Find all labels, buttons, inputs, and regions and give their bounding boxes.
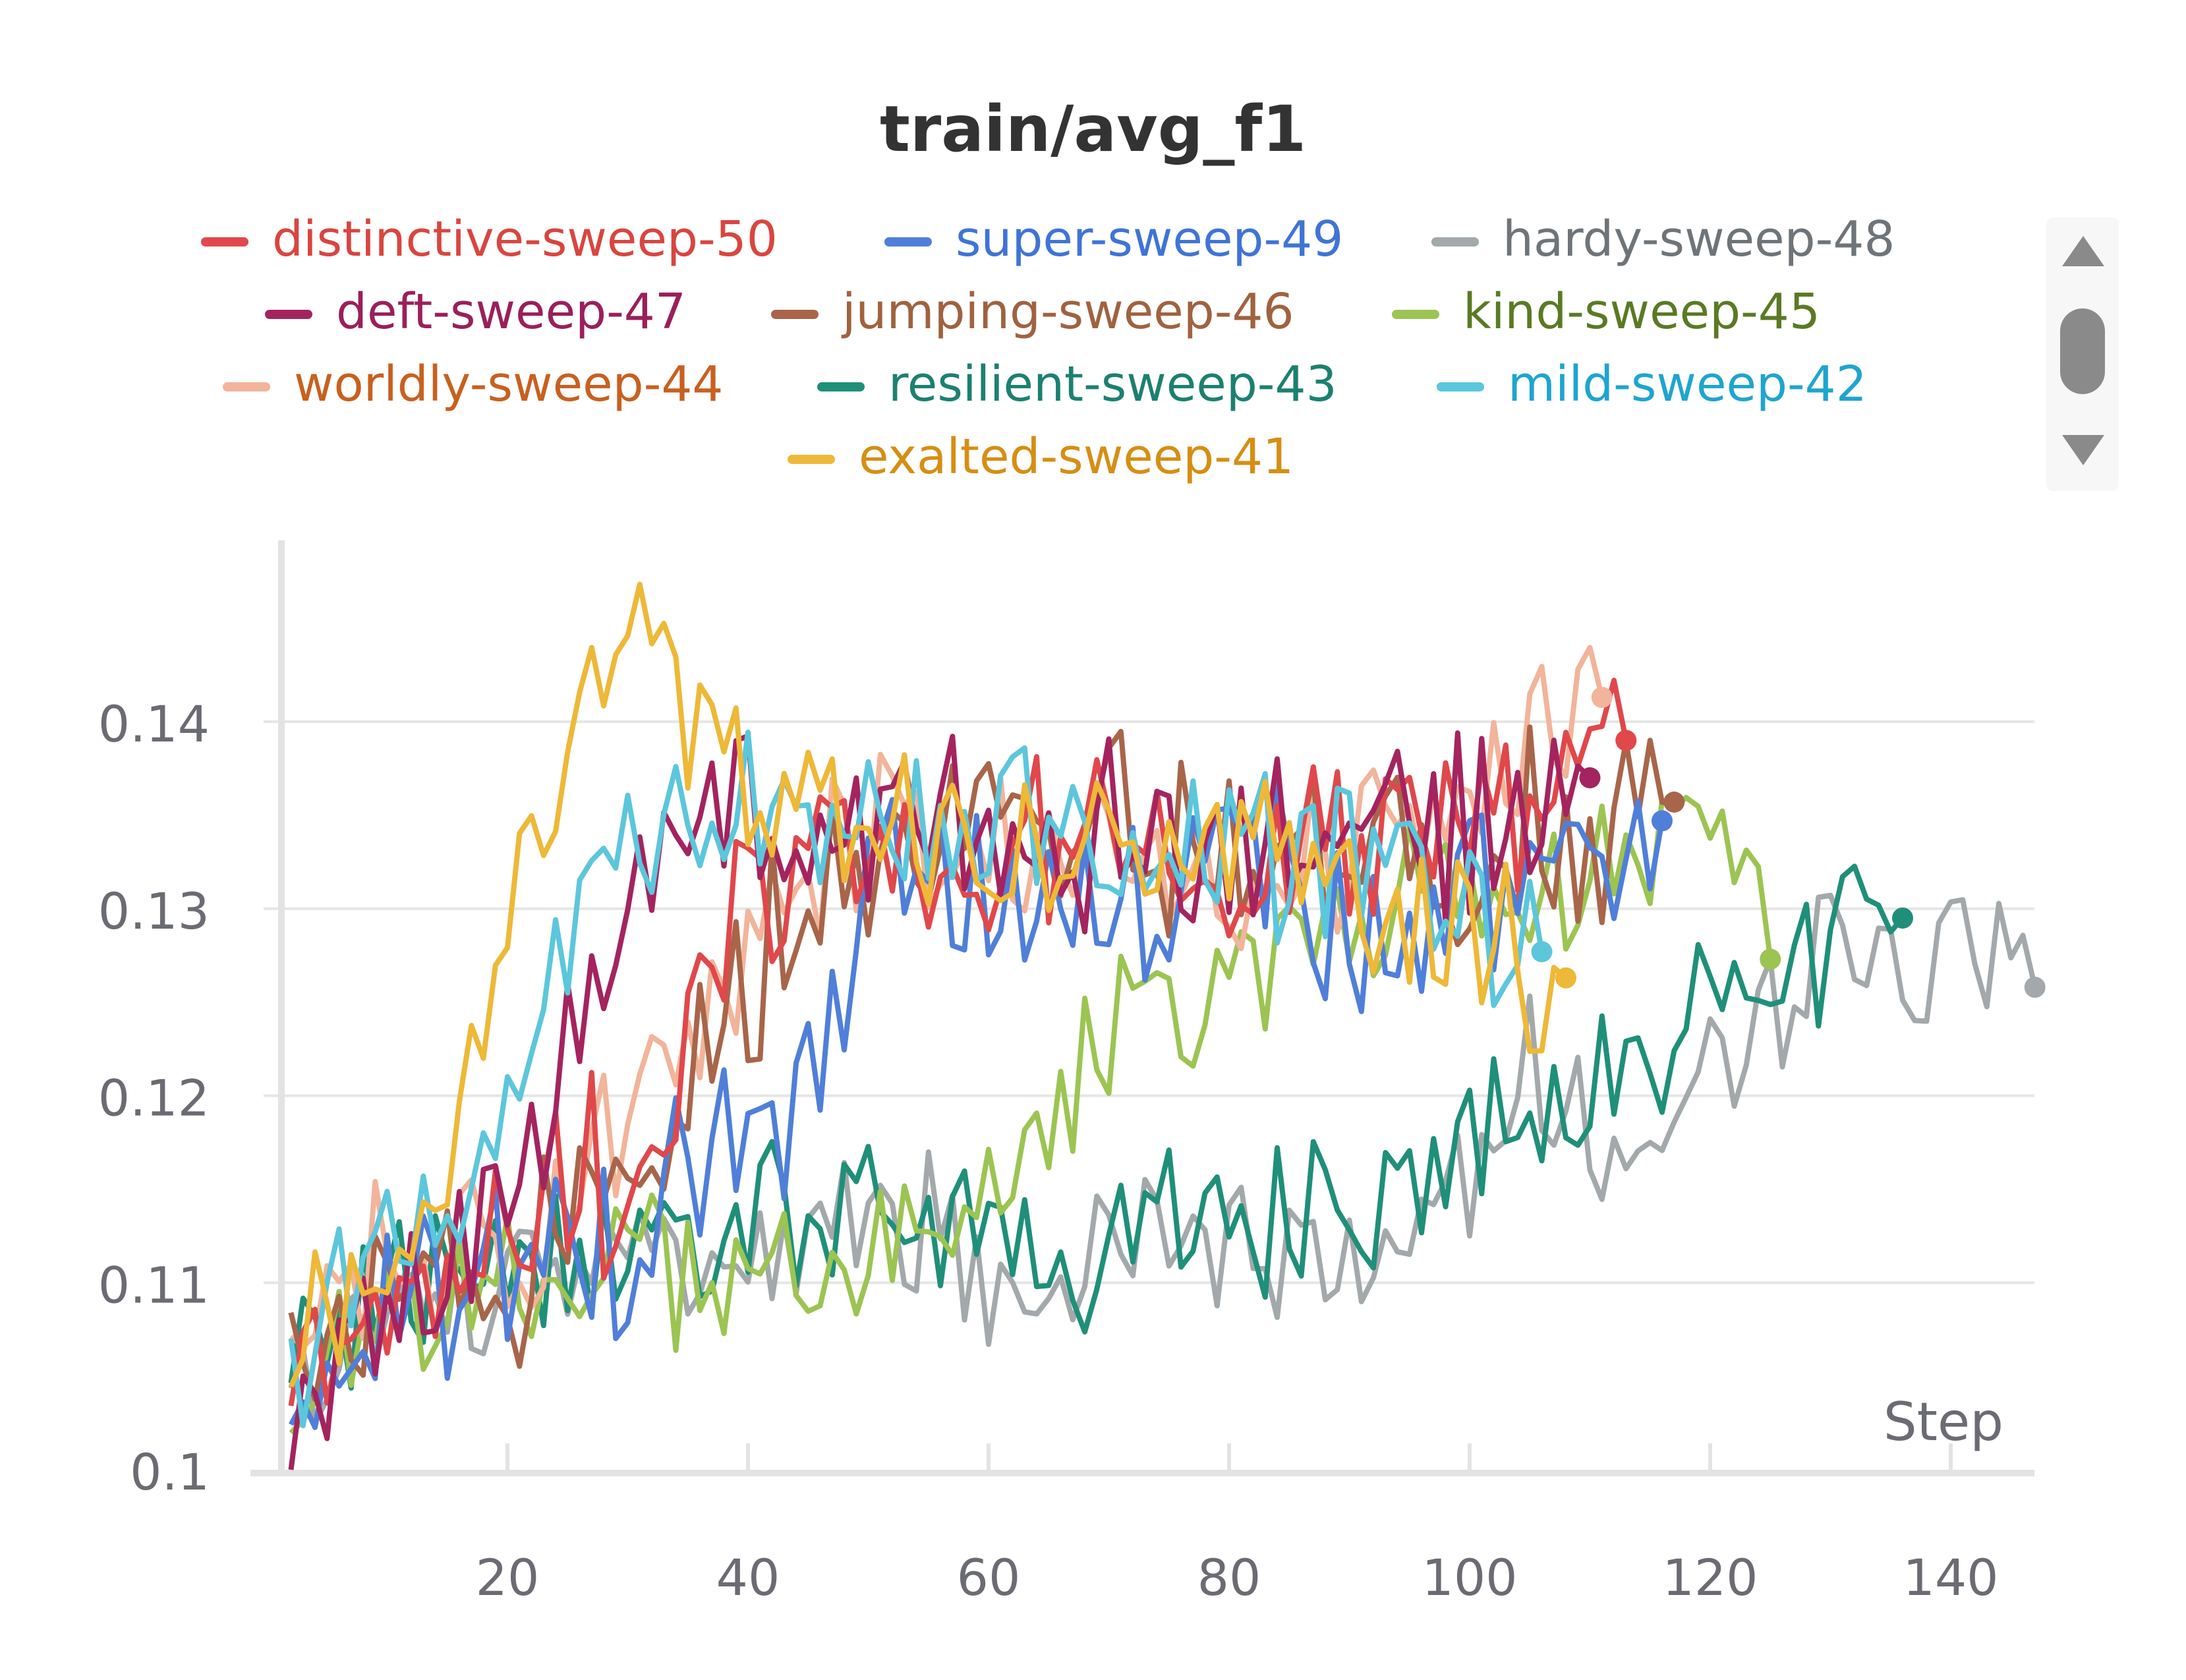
x-tick-label: 140	[1903, 1548, 1998, 1607]
series-endpoint-resilient-sweep-43	[1892, 907, 1913, 929]
legend-item-hardy-sweep-48[interactable]: hardy-sweep-48	[1431, 203, 1895, 275]
series-lines	[288, 581, 2038, 1470]
legend-item-mild-sweep-42[interactable]: mild-sweep-42	[1437, 348, 1867, 420]
legend-swatch	[223, 382, 270, 392]
y-tick-label: 0.12	[98, 1069, 210, 1128]
series-endpoint-mild-sweep-42	[1531, 941, 1553, 963]
legend-label: jumping-sweep-46	[842, 283, 1294, 340]
legend-scrollbar[interactable]	[2046, 217, 2119, 491]
legend-label: deft-sweep-47	[336, 283, 686, 340]
legend-item-super-sweep-49[interactable]: super-sweep-49	[884, 203, 1343, 275]
legend-swatch	[884, 237, 932, 247]
legend-label: super-sweep-49	[956, 211, 1344, 268]
legend-item-resilient-sweep-43[interactable]: resilient-sweep-43	[817, 348, 1337, 420]
x-tick-label: 80	[1197, 1548, 1261, 1607]
legend-swatch	[788, 455, 835, 465]
legend-swatch	[817, 382, 865, 392]
y-tick-label: 0.1	[130, 1443, 210, 1501]
legend-row-4: exalted-sweep-41	[0, 420, 2186, 493]
legend-item-kind-sweep-45[interactable]: kind-sweep-45	[1392, 275, 1820, 348]
legend-label: hardy-sweep-48	[1503, 211, 1895, 268]
x-tick-label: 100	[1422, 1548, 1517, 1607]
scroll-up-arrow-icon[interactable]	[2062, 236, 2104, 266]
series-endpoint-super-sweep-49	[1652, 810, 1673, 832]
legend-item-distinctive-sweep-50[interactable]: distinctive-sweep-50	[201, 203, 778, 275]
series-endpoints	[1531, 687, 2046, 998]
x-tick-label: 60	[957, 1548, 1021, 1607]
x-tick-label: 20	[476, 1548, 540, 1607]
legend-label: distinctive-sweep-50	[272, 211, 778, 268]
legend-label: mild-sweep-42	[1508, 356, 1867, 413]
legend-swatch	[771, 310, 819, 320]
y-tick-label: 0.11	[98, 1256, 210, 1314]
legend-row-1: distinctive-sweep-50 super-sweep-49 hard…	[0, 203, 2186, 275]
legend-swatch	[201, 237, 248, 247]
x-axis-label: Step	[1884, 1391, 2003, 1453]
legend-row-2: deft-sweep-47 jumping-sweep-46 kind-swee…	[0, 275, 2186, 348]
legend-item-deft-sweep-47[interactable]: deft-sweep-47	[265, 275, 686, 348]
chart-title: train/avg_f1	[880, 92, 1306, 166]
scroll-down-arrow-icon[interactable]	[2062, 435, 2104, 465]
y-tick-label: 0.14	[98, 695, 210, 753]
legend-item-worldly-sweep-44[interactable]: worldly-sweep-44	[223, 348, 723, 420]
series-line-resilient-sweep-43[interactable]	[288, 863, 1905, 1391]
scrollbar-thumb[interactable]	[2060, 308, 2105, 394]
series-line-deft-sweep-47[interactable]	[288, 730, 1592, 1470]
legend-row-3: worldly-sweep-44 resilient-sweep-43 mild…	[0, 348, 2186, 420]
series-endpoint-hardy-sweep-48	[2024, 976, 2046, 998]
legend-label: kind-sweep-45	[1463, 283, 1820, 340]
series-endpoint-kind-sweep-45	[1760, 948, 1781, 970]
legend-swatch	[1392, 310, 1439, 320]
series-line-mild-sweep-42[interactable]	[288, 730, 1545, 1429]
series-line-exalted-sweep-41[interactable]	[288, 581, 1568, 1388]
series-endpoint-distinctive-sweep-50	[1615, 730, 1637, 751]
x-tick-label: 40	[716, 1548, 780, 1607]
series-endpoint-exalted-sweep-41	[1555, 967, 1576, 989]
y-tick-label: 0.13	[98, 882, 210, 941]
legend-item-jumping-sweep-46[interactable]: jumping-sweep-46	[771, 275, 1294, 348]
legend-swatch	[1431, 237, 1479, 247]
legend-label: resilient-sweep-43	[888, 356, 1337, 413]
axes	[250, 540, 2034, 1476]
series-endpoint-jumping-sweep-46	[1663, 792, 1685, 813]
legend-item-exalted-sweep-41[interactable]: exalted-sweep-41	[788, 420, 1294, 493]
legend-swatch	[265, 310, 312, 320]
legend-label: exalted-sweep-41	[859, 428, 1294, 485]
series-endpoint-deft-sweep-47	[1579, 767, 1601, 789]
legend-swatch	[1437, 382, 1484, 392]
legend-label: worldly-sweep-44	[294, 356, 724, 413]
x-tick-label: 120	[1662, 1548, 1758, 1607]
tick-labels: 0.1 0.11 0.12 0.13 0.14 20 40 60 80 100 120 140 Step	[98, 695, 2003, 1607]
series-endpoint-worldly-sweep-44	[1591, 687, 1613, 709]
